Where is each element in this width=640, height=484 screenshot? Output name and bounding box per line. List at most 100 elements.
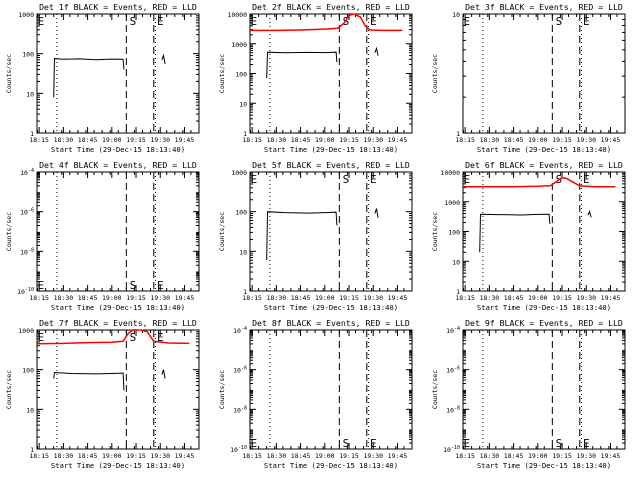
event-marker: S bbox=[343, 173, 350, 186]
event-marker: E bbox=[370, 173, 377, 186]
event-marker: E bbox=[251, 173, 258, 186]
x-tick-label: 19:30 bbox=[150, 294, 170, 302]
x-tick-label: 19:45 bbox=[175, 452, 195, 460]
event-marker: E bbox=[38, 331, 45, 344]
y-tick-label: 10-8 bbox=[446, 405, 460, 414]
x-tick-label: 19:00 bbox=[315, 452, 335, 460]
event-marker: E bbox=[583, 173, 590, 186]
x-tick-label: 19:15 bbox=[552, 136, 572, 144]
y-axis-label: Counts/sec bbox=[218, 54, 226, 93]
x-tick-label: 19:30 bbox=[150, 452, 170, 460]
y-tick-label: 10 bbox=[26, 406, 34, 414]
x-tick-label: 18:45 bbox=[504, 136, 524, 144]
event-marker: E bbox=[157, 331, 164, 344]
y-tick-label: 10-4 bbox=[233, 326, 247, 335]
y-axis-label: Counts/sec bbox=[431, 54, 439, 93]
plot-frame bbox=[249, 171, 413, 292]
detector-panel: Det 1f BLACK = Events, RED = LLD Counts/s… bbox=[5, 2, 200, 154]
panel-title: Det 3f BLACK = Events, RED = LLD bbox=[465, 2, 623, 12]
plot-frame bbox=[36, 171, 200, 292]
y-tick-label: 10-10 bbox=[230, 445, 247, 454]
x-tick-label: 18:30 bbox=[54, 452, 74, 460]
x-tick-label: 18:30 bbox=[480, 294, 500, 302]
x-tick-label: 19:30 bbox=[363, 136, 383, 144]
panel-title: Det 6f BLACK = Events, RED = LLD bbox=[465, 160, 623, 170]
x-tick-label: 18:45 bbox=[504, 452, 524, 460]
x-tick-label: 18:45 bbox=[78, 136, 98, 144]
events-series-line bbox=[161, 369, 166, 379]
x-tick-label: 19:45 bbox=[601, 136, 621, 144]
events-series-line bbox=[161, 53, 166, 65]
detector-panel: Det 5f BLACK = Events, RED = LLD Counts/s… bbox=[218, 160, 413, 312]
y-tick-label: 10-8 bbox=[233, 405, 247, 414]
event-marker: E bbox=[583, 437, 590, 450]
event-marker: E bbox=[38, 279, 45, 292]
x-axis-label: Start Time (29-Dec-15 18:13:40) bbox=[477, 145, 611, 154]
x-tick-label: 18:30 bbox=[480, 452, 500, 460]
x-tick-label: 18:30 bbox=[54, 136, 74, 144]
event-marker: E bbox=[583, 15, 590, 28]
events-series-line bbox=[374, 46, 379, 56]
y-tick-label: 10-10 bbox=[443, 445, 460, 454]
y-tick-label: 10-8 bbox=[20, 247, 34, 256]
y-axis-label: Counts/sec bbox=[431, 370, 439, 409]
y-axis-label: Counts/sec bbox=[218, 212, 226, 251]
x-tick-label: 19:30 bbox=[576, 294, 596, 302]
x-tick-label: 18:30 bbox=[54, 294, 74, 302]
x-tick-label: 18:15 bbox=[455, 294, 475, 302]
x-tick-label: 18:30 bbox=[267, 294, 287, 302]
event-marker: E bbox=[157, 15, 164, 28]
y-tick-label: 10-6 bbox=[446, 366, 460, 375]
plot-frame bbox=[462, 171, 626, 292]
x-axis-label: Start Time (29-Dec-15 18:13:40) bbox=[477, 461, 611, 470]
y-tick-label: 10-4 bbox=[20, 168, 34, 177]
x-tick-label: 18:15 bbox=[242, 294, 262, 302]
y-axis-label: Counts/sec bbox=[5, 370, 13, 409]
plot-frame bbox=[36, 329, 200, 450]
detector-panel: Det 3f BLACK = Events, RED = LLD Counts/s… bbox=[431, 2, 626, 154]
y-tick-label: 10-6 bbox=[20, 208, 34, 217]
y-tick-label: 100 bbox=[22, 367, 34, 375]
y-tick-label: 1000 bbox=[18, 11, 34, 19]
y-tick-label: 1 bbox=[30, 446, 34, 454]
x-tick-label: 18:15 bbox=[455, 136, 475, 144]
panel-title: Det 9f BLACK = Events, RED = LLD bbox=[465, 318, 623, 328]
events-series-line bbox=[587, 209, 592, 218]
x-tick-label: 18:45 bbox=[78, 452, 98, 460]
events-series-line bbox=[479, 213, 551, 253]
x-axis-label: Start Time (29-Dec-15 18:13:40) bbox=[477, 303, 611, 312]
lld-series-line bbox=[463, 176, 616, 188]
y-tick-label: 10 bbox=[239, 100, 247, 108]
panel-title: Det 2f BLACK = Events, RED = LLD bbox=[252, 2, 410, 12]
event-marker: S bbox=[343, 437, 350, 450]
x-tick-label: 19:00 bbox=[528, 452, 548, 460]
x-axis-label: Start Time (29-Dec-15 18:13:40) bbox=[264, 303, 398, 312]
x-tick-label: 18:45 bbox=[78, 294, 98, 302]
event-marker: E bbox=[38, 15, 45, 28]
y-tick-label: 1 bbox=[456, 130, 460, 138]
event-marker: E bbox=[464, 437, 471, 450]
x-tick-label: 18:15 bbox=[29, 452, 49, 460]
detector-panel: Det 6f BLACK = Events, RED = LLD Counts/s… bbox=[431, 160, 626, 312]
x-axis-label: Start Time (29-Dec-15 18:13:40) bbox=[264, 145, 398, 154]
event-marker: E bbox=[464, 15, 471, 28]
x-tick-label: 19:00 bbox=[315, 294, 335, 302]
x-tick-label: 19:30 bbox=[576, 136, 596, 144]
x-tick-label: 19:45 bbox=[175, 294, 195, 302]
panel-title: Det 4f BLACK = Events, RED = LLD bbox=[39, 160, 197, 170]
x-tick-label: 18:45 bbox=[291, 136, 311, 144]
y-tick-label: 100 bbox=[235, 71, 247, 79]
x-tick-label: 19:00 bbox=[315, 136, 335, 144]
x-tick-label: 18:30 bbox=[267, 452, 287, 460]
plot-frame bbox=[462, 329, 626, 450]
event-marker: E bbox=[251, 437, 258, 450]
y-tick-label: 10-10 bbox=[17, 287, 34, 296]
x-tick-label: 19:30 bbox=[363, 452, 383, 460]
event-marker: E bbox=[370, 15, 377, 28]
x-tick-label: 18:15 bbox=[29, 294, 49, 302]
x-tick-label: 19:00 bbox=[528, 136, 548, 144]
y-axis-label: Counts/sec bbox=[5, 54, 13, 93]
plot-frame bbox=[462, 13, 626, 134]
x-tick-label: 19:15 bbox=[126, 452, 146, 460]
